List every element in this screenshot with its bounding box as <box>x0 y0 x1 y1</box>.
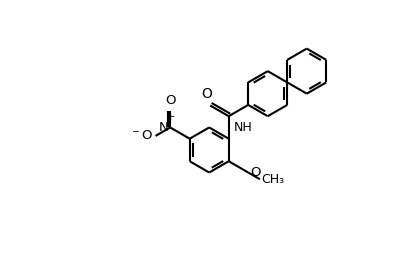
Text: +: + <box>166 112 175 122</box>
Text: $^-$O: $^-$O <box>130 129 154 143</box>
Text: O: O <box>165 94 175 107</box>
Text: NH: NH <box>233 121 252 134</box>
Text: CH₃: CH₃ <box>261 173 284 186</box>
Text: O: O <box>250 166 261 179</box>
Text: N: N <box>158 121 168 134</box>
Text: O: O <box>201 87 212 101</box>
